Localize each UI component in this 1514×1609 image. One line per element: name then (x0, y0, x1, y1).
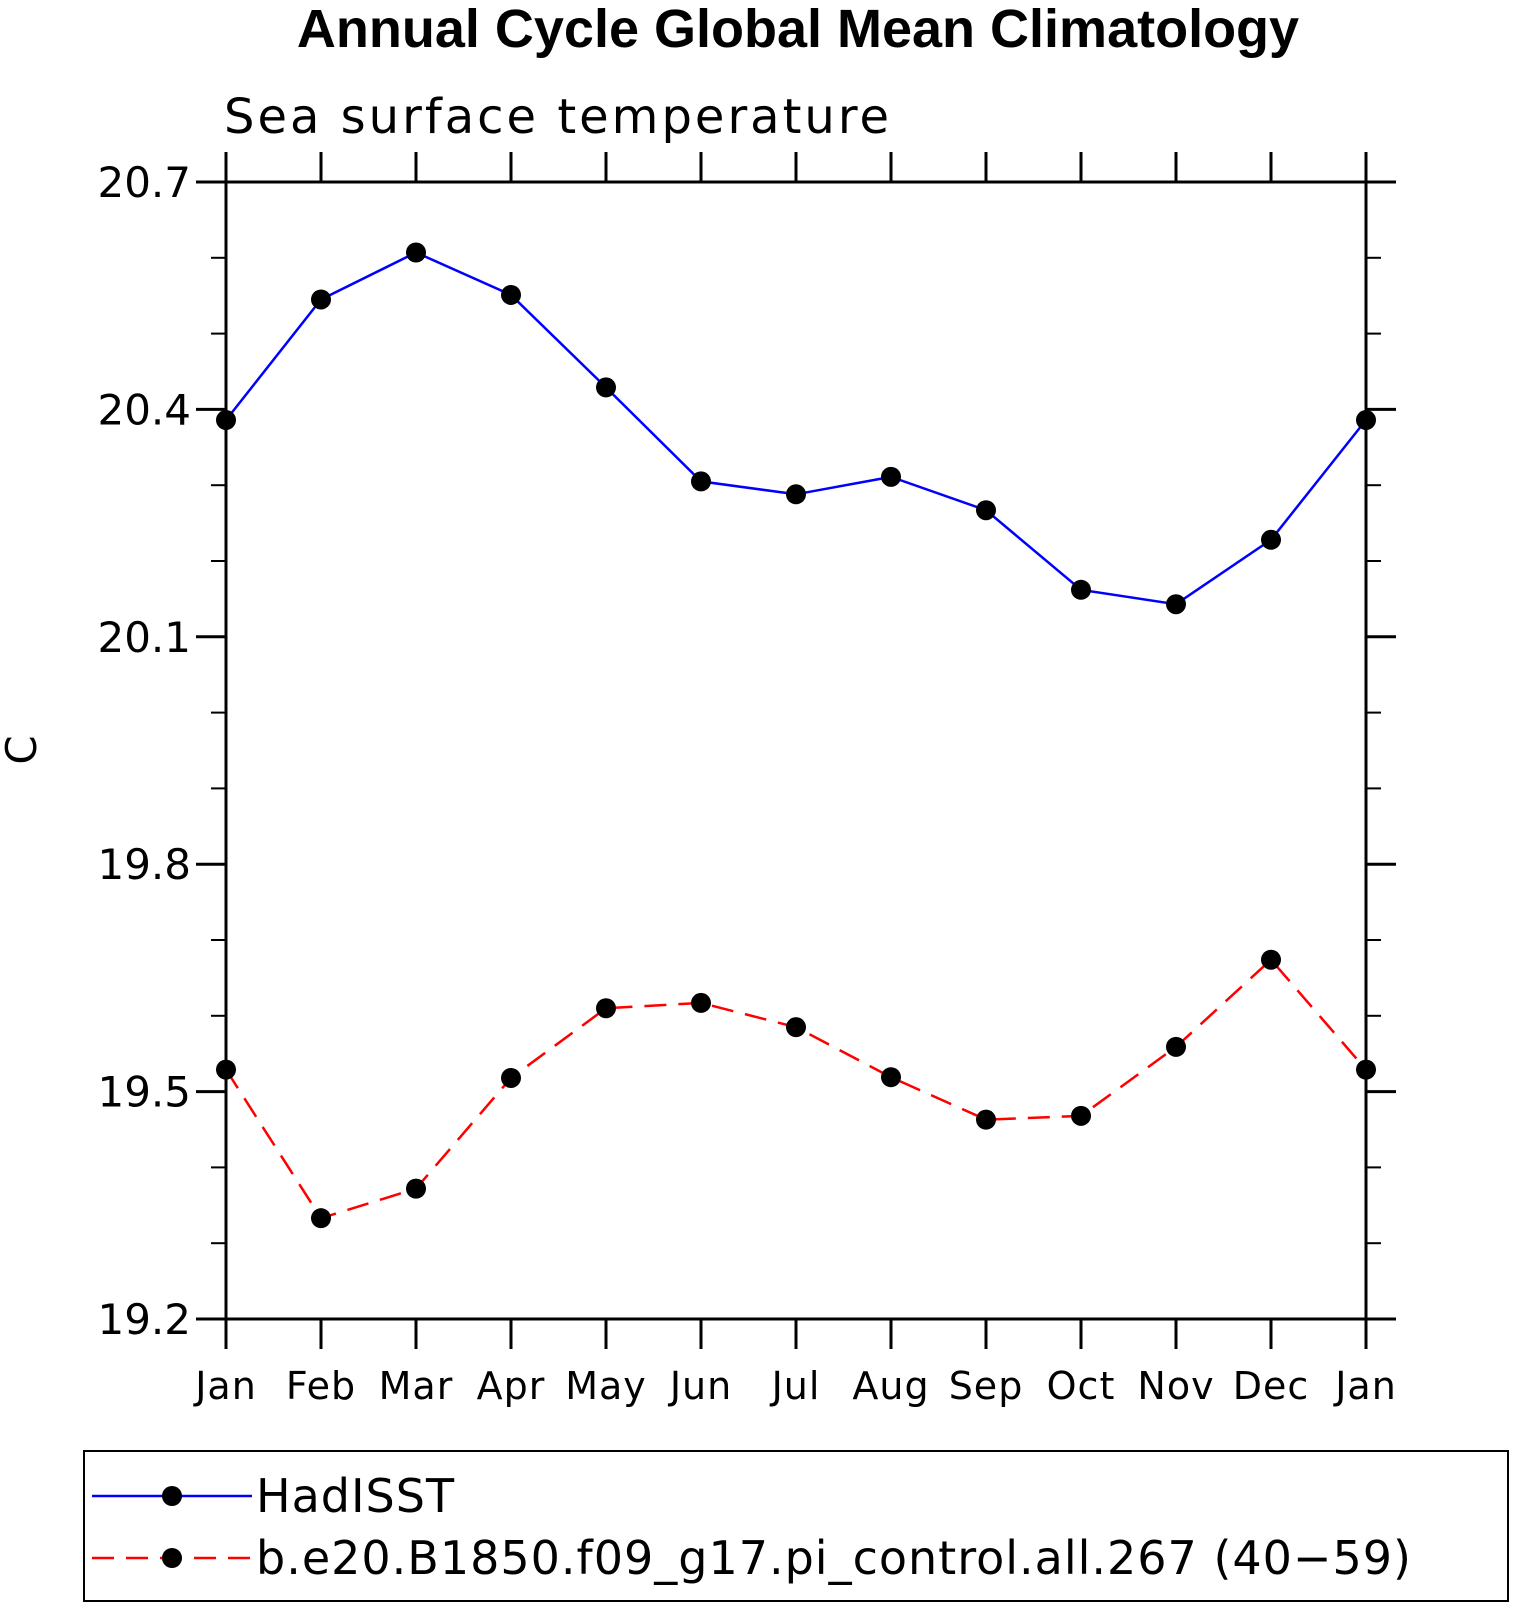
x-tick-label: Sep (949, 1364, 1024, 1408)
y-tick-label: 19.5 (97, 1068, 191, 1117)
series-group (216, 242, 1376, 1229)
x-tick-label: Jan (1333, 1364, 1397, 1408)
y-axis-label: C (0, 735, 46, 764)
data-point-series-0 (311, 289, 331, 310)
data-point-series-0 (691, 471, 711, 492)
chart-subtitle: Sea surface temperature (224, 89, 892, 145)
series-line-0 (225, 251, 1367, 606)
x-tick-label: Mar (379, 1364, 454, 1408)
legend-label-0: HadISST (256, 1469, 455, 1523)
legend: HadISST b.e20.B1850.f09_g17.pi_control.al… (92, 1469, 1412, 1585)
x-tick-label: Aug (852, 1364, 929, 1408)
axes: 19.2 19.5 19.8 20.1 20.4 20.7 Jan Feb Mar Apr May J… (97, 152, 1396, 1408)
legend-label-1: b.e20.B1850.f09_g17.pi_control.all.267 (… (256, 1531, 1412, 1585)
data-point-series-1 (881, 1067, 901, 1088)
plot-frame (224, 180, 1368, 1321)
chart-title: Annual Cycle Global Mean Climatology (297, 0, 1299, 59)
series-line-1 (224, 957, 1367, 1220)
data-point-series-1 (1071, 1105, 1091, 1126)
x-tick-label: Jan (193, 1364, 257, 1408)
data-point-series-0 (216, 410, 236, 431)
y-tick-label: 19.8 (97, 840, 191, 889)
data-point-series-0 (1356, 410, 1376, 431)
data-point-series-1 (216, 1059, 236, 1080)
data-point-series-1 (976, 1109, 996, 1130)
data-point-series-1 (1356, 1059, 1376, 1080)
legend-box (83, 1450, 1509, 1602)
legend-marker-1 (162, 1548, 182, 1568)
data-point-series-0 (596, 377, 616, 398)
data-point-series-1 (596, 998, 616, 1019)
y-tick-label: 19.2 (97, 1295, 191, 1344)
data-point-series-0 (1166, 594, 1186, 615)
data-point-series-0 (881, 466, 901, 487)
x-tick-label: Dec (1233, 1364, 1310, 1408)
x-tick-label: Jun (668, 1364, 732, 1408)
data-point-series-1 (786, 1017, 806, 1038)
y-tick-label: 20.7 (97, 158, 191, 207)
y-tick-label: 20.4 (97, 385, 191, 434)
data-point-series-1 (501, 1067, 521, 1088)
data-point-series-0 (501, 284, 521, 305)
x-tick-label: Apr (477, 1364, 546, 1408)
x-tick-label: Feb (286, 1364, 356, 1408)
data-point-series-0 (976, 500, 996, 521)
x-tick-label: Oct (1047, 1364, 1116, 1408)
data-point-series-0 (786, 484, 806, 505)
data-point-series-1 (1261, 949, 1281, 970)
data-point-series-1 (311, 1208, 331, 1229)
data-point-series-1 (691, 992, 711, 1013)
x-tick-label: Nov (1137, 1364, 1214, 1408)
x-tick-label: Jul (770, 1364, 821, 1408)
y-tick-label: 20.1 (97, 613, 191, 662)
x-tick-label: May (565, 1364, 647, 1408)
data-point-series-1 (1166, 1036, 1186, 1057)
legend-marker-0 (162, 1486, 182, 1506)
data-point-series-0 (1261, 529, 1281, 550)
data-point-series-0 (1071, 579, 1091, 600)
data-point-series-1 (406, 1178, 426, 1199)
data-point-series-0 (406, 242, 426, 263)
